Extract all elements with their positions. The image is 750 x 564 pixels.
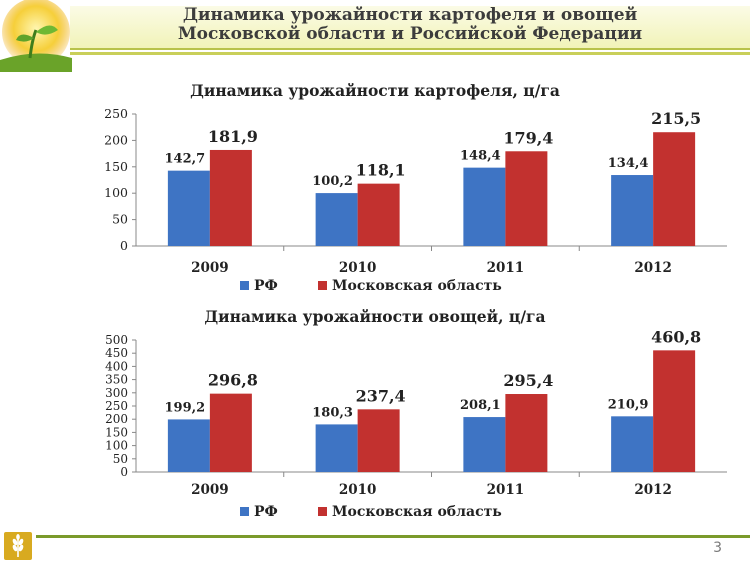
category-label: 2012	[634, 260, 672, 276]
slide-footer: 3	[0, 530, 750, 562]
bar	[463, 417, 506, 472]
legend-swatch	[240, 281, 249, 290]
data-label: 210,9	[608, 397, 649, 412]
legend-label: Московская область	[332, 278, 502, 294]
bar	[653, 350, 696, 472]
legend-swatch	[318, 507, 327, 516]
wheat-logo-icon	[4, 532, 32, 560]
y-tick-label: 250	[104, 106, 128, 121]
bar	[463, 167, 506, 246]
y-tick-label: 350	[105, 373, 128, 387]
category-label: 2009	[191, 482, 229, 498]
bar	[653, 132, 696, 246]
data-label: 460,8	[651, 327, 701, 346]
y-tick-label: 200	[104, 132, 128, 147]
legend-swatch	[240, 507, 249, 516]
data-label: 148,4	[460, 149, 501, 164]
y-tick-label: 500	[105, 333, 128, 347]
page-number: 3	[713, 540, 722, 556]
y-tick-label: 400	[105, 359, 128, 373]
legend-swatch	[318, 281, 327, 290]
y-tick-label: 300	[105, 386, 128, 400]
y-tick-label: 150	[104, 159, 128, 174]
bar	[167, 419, 210, 472]
footer-line	[36, 535, 750, 538]
bar	[209, 393, 252, 472]
slide-title-line2: Московской области и Российской Федераци…	[177, 24, 643, 44]
y-tick-label: 100	[105, 439, 128, 453]
y-tick-label: 150	[105, 425, 128, 439]
data-label: 179,4	[503, 128, 553, 147]
chart-title: Динамика урожайности картофеля, ц/га	[190, 81, 560, 100]
legend-label: РФ	[254, 278, 278, 294]
legend-label: Московская область	[332, 504, 502, 520]
data-label: 208,1	[460, 398, 501, 413]
data-label: 118,1	[356, 161, 406, 180]
bar	[315, 193, 358, 246]
category-label: 2011	[487, 260, 525, 276]
bar	[505, 394, 548, 472]
bar	[611, 175, 654, 246]
category-label: 2012	[634, 482, 672, 498]
y-tick-label: 0	[120, 465, 128, 479]
y-tick-label: 100	[104, 185, 128, 200]
y-tick-label: 50	[112, 212, 128, 227]
category-label: 2010	[339, 482, 377, 498]
vegetable-yield-chart: Динамика урожайности овощей, ц/га0501001…	[105, 307, 727, 520]
data-label: 296,8	[208, 371, 258, 390]
y-tick-label: 250	[105, 399, 128, 413]
data-label: 180,3	[312, 405, 353, 420]
data-label: 237,4	[356, 386, 406, 405]
data-label: 181,9	[208, 127, 258, 146]
bar	[315, 424, 358, 472]
bar	[611, 416, 654, 472]
potato-yield-chart: Динамика урожайности картофеля, ц/га 0 50 1…	[104, 81, 727, 294]
bar	[357, 409, 400, 472]
title-band	[70, 6, 750, 50]
chart-title: Динамика урожайности овощей, ц/га	[204, 307, 545, 326]
data-label: 142,7	[165, 152, 206, 167]
bar	[505, 151, 548, 246]
data-label: 199,2	[165, 400, 206, 415]
title-underline	[70, 52, 750, 55]
category-label: 2011	[487, 482, 525, 498]
data-label: 134,4	[608, 156, 649, 171]
bar	[167, 170, 210, 246]
data-label: 100,2	[312, 174, 353, 189]
category-label: 2009	[191, 260, 229, 276]
y-tick-label: 200	[105, 412, 128, 426]
slide-header: Динамика урожайности картофеля и овощей …	[0, 0, 750, 72]
slide-title: Динамика урожайности картофеля и овощей …	[70, 6, 750, 44]
data-label: 295,4	[503, 371, 553, 390]
y-tick-label: 450	[105, 346, 128, 360]
y-tick-label: 50	[113, 452, 128, 466]
legend-label: РФ	[254, 504, 278, 520]
y-tick-label: 0	[120, 238, 128, 253]
bar	[357, 183, 400, 246]
slide-title-line1: Динамика урожайности картофеля и овощей	[182, 5, 638, 25]
bar	[209, 149, 252, 246]
data-label: 215,5	[651, 109, 701, 128]
sun-sprout-logo-icon	[0, 0, 72, 72]
category-label: 2010	[339, 260, 377, 276]
